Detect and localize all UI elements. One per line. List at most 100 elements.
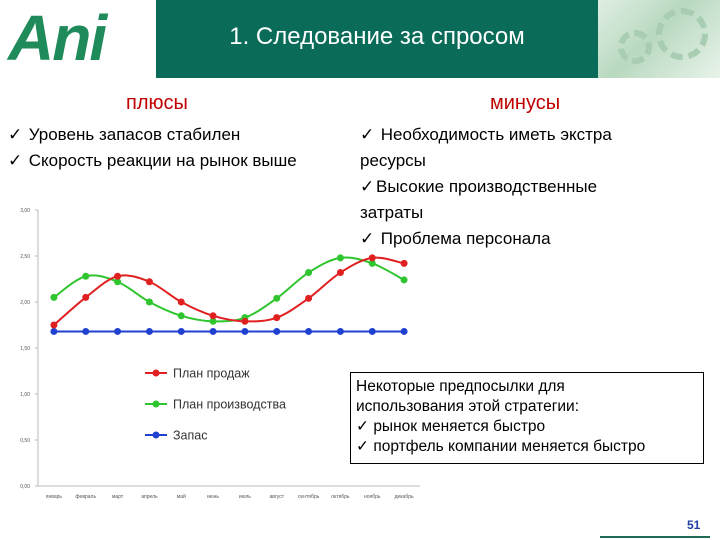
minus-item-text: Проблема персонала [376,229,551,248]
gear-icon-small [618,30,652,64]
check-icon: ✓ [360,229,375,248]
data-point [50,293,58,301]
legend-label: План продаж [173,367,250,381]
note-item: ✓ портфель компании меняется быстро [356,437,703,457]
x-tick-label: ноябрь [364,494,381,500]
check-icon: ✓ [360,177,375,196]
data-point [400,259,408,267]
y-tick-label: 2,50 [20,254,30,260]
data-point [241,327,249,335]
logo: Ani [0,0,156,78]
data-point [368,259,376,267]
data-point [114,327,122,335]
minus-item: ✓ Проблема персонала [360,226,612,252]
title-bar: 1. Следование за спросом [156,0,598,78]
minus-item-cont: ресурсы [360,151,426,170]
y-tick-label: 1,00 [20,392,30,398]
minus-item: ✓ Необходимость иметь экстра [360,122,612,148]
data-point [50,321,58,329]
check-icon: ✓ [8,125,23,144]
data-point [336,327,344,335]
plus-heading: плюсы [126,92,188,114]
data-point [400,327,408,335]
x-tick-label: февраль [75,494,96,500]
data-point [114,272,122,280]
data-point [145,278,153,286]
note-line: использования этой стратегии: [356,398,580,415]
plus-list: ✓ Уровень запасов стабилен ✓ Скорость ре… [8,122,297,174]
minus-item-text: Необходимость иметь экстра [376,125,612,144]
y-tick-label: 0,00 [20,484,30,490]
data-point [82,327,90,335]
gear-icon [656,8,708,60]
y-tick-label: 3,00 [20,208,30,214]
data-point [305,269,313,277]
x-tick-label: июнь [207,494,219,500]
note-item-text: портфель компании меняется быстро [373,438,646,455]
x-tick-label: октябрь [331,494,350,500]
minus-item-cont: затраты [360,203,424,222]
legend-label: План производства [173,398,286,412]
x-tick-label: март [112,494,124,500]
data-point [305,294,313,302]
x-tick-label: апрель [141,494,158,500]
data-point [368,327,376,335]
plus-item-text: Скорость реакции на рынок выше [28,151,297,170]
minus-list: ✓ Необходимость иметь экстра ресурсы ✓ Вы… [360,122,612,252]
data-point [368,254,376,262]
header: Ani 1. Следование за спросом [0,0,720,78]
plus-item: ✓ Скорость реакции на рынок выше [8,148,297,174]
footer-rule [600,536,710,538]
data-point [114,278,122,286]
data-point [273,294,281,302]
data-point [145,298,153,306]
decorative-corner [598,0,720,78]
minus-item: ✓ Высокие производственные [360,174,612,200]
note-line: Некоторые предпосылки для [356,378,565,395]
y-tick-label: 0,50 [20,438,30,444]
x-tick-label: май [177,493,186,500]
data-point [400,276,408,284]
data-point [209,317,217,325]
check-icon: ✓ [356,438,369,455]
minus-heading: минусы [490,92,561,114]
data-point [177,327,185,335]
x-tick-label: декабрь [395,494,414,500]
data-point [209,327,217,335]
data-point [273,314,281,322]
note-item-text: рынок меняется быстро [373,418,546,435]
x-tick-label: июль [239,494,251,500]
x-tick-label: август [270,494,285,500]
data-point [177,298,185,306]
data-point [336,254,344,262]
page-number: 51 [687,518,701,532]
data-point [50,327,58,335]
line-chart: 3,00 2,50 2,00 1,50 1,00 0,50 0,00 январь феврал… [20,208,420,500]
data-point [145,327,153,335]
series-line [53,256,405,326]
plus-item-text: Уровень запасов стабилен [28,125,241,144]
check-icon: ✓ [356,418,369,435]
data-point [305,327,313,335]
x-tick-label: январь [46,494,63,500]
plus-item: ✓ Уровень запасов стабилен [8,122,297,148]
check-icon: ✓ [8,151,23,170]
slide-title: 1. Следование за спросом [229,23,525,50]
note-item: ✓ рынок меняется быстро [356,417,703,437]
y-tick-label: 1,50 [20,346,30,352]
legend-label: Запас [173,429,207,443]
data-point [82,272,90,280]
check-icon: ✓ [360,125,375,144]
legend-marker [152,431,160,439]
data-point [209,312,217,320]
data-point [177,312,185,320]
logo-text: Ani [8,2,107,74]
data-point [82,293,90,301]
data-point [273,327,281,335]
x-tick-label: сентябрь [298,494,320,500]
legend-marker [152,369,160,377]
y-tick-label: 2,00 [20,300,30,306]
minus-item-text: Высокие производственные [376,177,598,196]
note-box: Некоторые предпосылки для использования … [350,372,704,464]
data-point [336,269,344,277]
